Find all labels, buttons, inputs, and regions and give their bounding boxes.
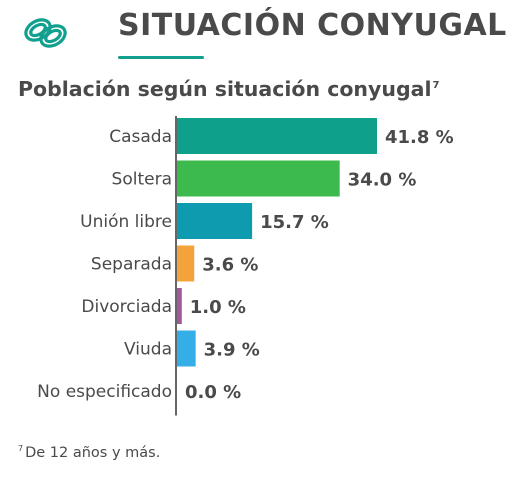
bar-casada	[177, 118, 377, 154]
category-label-soltera: Soltera	[112, 170, 172, 190]
footnote-text: De 12 años y más.	[25, 444, 161, 461]
footnote-mark: 7	[18, 444, 24, 453]
bar-soltera	[177, 160, 340, 197]
footnote: 7 De 12 años y más.	[18, 444, 160, 461]
title-underline	[118, 56, 204, 59]
value-label-soltera: 34.0 %	[348, 170, 417, 191]
footnote-reference: 7	[432, 80, 440, 92]
category-label-union-libre: Unión libre	[80, 212, 172, 232]
category-label-casada: Casada	[109, 127, 172, 147]
category-label-divorciada: Divorciada	[81, 297, 172, 317]
bar-union-libre	[177, 203, 253, 239]
value-label-union-libre: 15.7 %	[260, 212, 329, 233]
bar-divorciada	[177, 288, 182, 324]
chart-subtitle: Población según situación conyugal7	[18, 77, 439, 101]
header: SITUACIÓN CONYUGAL	[0, 0, 530, 66]
bar-separada	[177, 245, 195, 282]
page-title: SITUACIÓN CONYUGAL	[118, 8, 507, 43]
value-label-no-especificado: 0.0 %	[185, 382, 241, 403]
value-label-divorciada: 1.0 %	[190, 297, 246, 318]
chart-subtitle-text: Población según situación conyugal	[18, 77, 432, 101]
wedding-rings-icon	[24, 18, 67, 48]
value-label-separada: 3.6 %	[202, 255, 258, 276]
value-label-viuda: 3.9 %	[204, 340, 260, 361]
bar-chart: Casada 41.8 % Soltera 34.0 % Unión libre 15.7…	[37, 116, 454, 416]
value-label-casada: 41.8 %	[385, 127, 454, 148]
category-label-viuda: Viuda	[124, 340, 172, 360]
category-label-separada: Separada	[91, 255, 172, 275]
category-label-no-especificado: No especificado	[37, 382, 172, 402]
bar-viuda	[177, 330, 196, 367]
